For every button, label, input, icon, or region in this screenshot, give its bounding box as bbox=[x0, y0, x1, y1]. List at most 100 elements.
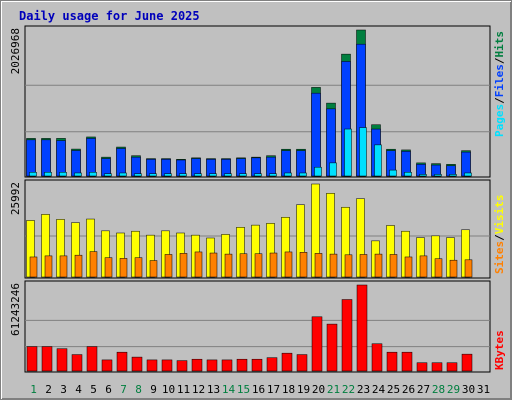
sites-bar bbox=[89, 251, 98, 278]
kbytes-bar bbox=[251, 358, 263, 372]
sites-bar bbox=[404, 256, 413, 278]
legend-entry: / bbox=[493, 97, 506, 104]
pages-bar bbox=[299, 172, 307, 177]
y-max-label: 61243246 bbox=[9, 283, 22, 336]
sites-bar bbox=[269, 252, 278, 278]
pages-bar bbox=[419, 174, 427, 177]
day-label: 1 bbox=[30, 383, 37, 396]
legend-entry: KBytes bbox=[493, 330, 506, 370]
kbytes-bar bbox=[56, 348, 68, 372]
kbytes-bar bbox=[371, 343, 383, 372]
day-label: 31 bbox=[477, 383, 490, 396]
pages-bar bbox=[209, 173, 217, 177]
files-bar bbox=[56, 140, 66, 177]
sites-bar bbox=[104, 257, 113, 278]
files-bar bbox=[236, 158, 246, 177]
chart-title: Daily usage for June 2025 bbox=[19, 9, 200, 23]
legend-kbytes: KBytes bbox=[493, 330, 506, 370]
day-label: 19 bbox=[297, 383, 310, 396]
kbytes-bar bbox=[221, 359, 233, 372]
kbytes-bar bbox=[71, 354, 83, 372]
day-label: 17 bbox=[267, 383, 280, 396]
pages-bar bbox=[149, 173, 157, 177]
kbytes-bar bbox=[401, 351, 413, 372]
day-label: 5 bbox=[90, 383, 97, 396]
files-bar bbox=[71, 150, 81, 177]
sites-bar bbox=[284, 251, 293, 278]
day-label: 12 bbox=[192, 383, 205, 396]
pages-bar bbox=[89, 172, 97, 177]
kbytes-bar bbox=[146, 359, 158, 372]
sites-bar bbox=[299, 252, 308, 278]
sites-bar bbox=[419, 255, 428, 278]
sites-bar bbox=[344, 254, 353, 278]
sites-bar bbox=[434, 258, 443, 278]
pages-bar bbox=[314, 166, 322, 177]
kbytes-bar bbox=[101, 359, 113, 372]
kbytes-bar bbox=[416, 362, 428, 372]
sites-bar bbox=[164, 254, 173, 278]
day-label: 20 bbox=[312, 383, 325, 396]
pages-bar bbox=[464, 172, 472, 177]
y-max-label: 25992 bbox=[9, 182, 22, 215]
day-label: 13 bbox=[207, 383, 220, 396]
day-label: 28 bbox=[432, 383, 445, 396]
kbytes-bar bbox=[131, 356, 143, 372]
day-label: 8 bbox=[135, 383, 142, 396]
sites-bar bbox=[224, 253, 233, 278]
kbytes-bar bbox=[296, 354, 308, 372]
sites-bar bbox=[464, 259, 473, 278]
day-label: 11 bbox=[177, 383, 190, 396]
sites-bar bbox=[134, 257, 143, 278]
kbytes-bar bbox=[236, 358, 248, 372]
sites-bar bbox=[59, 255, 68, 278]
sites-bar bbox=[389, 254, 398, 278]
sites-bar bbox=[329, 253, 338, 278]
pages-bar bbox=[104, 173, 112, 177]
sites-bar bbox=[149, 260, 158, 278]
kbytes-bar bbox=[281, 352, 293, 372]
files-bar bbox=[296, 150, 306, 177]
day-label: 18 bbox=[282, 383, 295, 396]
files-bar bbox=[461, 151, 471, 177]
files-bar bbox=[266, 156, 276, 177]
kbytes-bar bbox=[386, 351, 398, 372]
day-label: 23 bbox=[357, 383, 370, 396]
sites-bar bbox=[194, 251, 203, 278]
kbytes-bar bbox=[356, 284, 368, 372]
kbytes-bar bbox=[326, 323, 338, 372]
kbytes-bar bbox=[446, 362, 458, 372]
day-label: 7 bbox=[120, 383, 127, 396]
day-label: 21 bbox=[327, 383, 340, 396]
sites-bar bbox=[254, 253, 263, 278]
sites-bar bbox=[209, 252, 218, 278]
files-bar bbox=[41, 139, 51, 177]
day-label: 15 bbox=[237, 383, 250, 396]
pages-bar bbox=[44, 172, 52, 177]
pages-bar bbox=[389, 169, 397, 177]
kbytes-bar bbox=[266, 357, 278, 372]
day-label: 9 bbox=[150, 383, 157, 396]
pages-bar bbox=[269, 173, 277, 177]
day-label: 25 bbox=[387, 383, 400, 396]
pages-bar bbox=[359, 127, 367, 177]
day-label: 14 bbox=[222, 383, 236, 396]
pages-bar bbox=[119, 172, 127, 177]
day-label: 22 bbox=[342, 383, 355, 396]
files-bar bbox=[251, 157, 261, 177]
files-bar bbox=[86, 138, 96, 177]
pages-bar bbox=[329, 162, 337, 177]
legend-entry: Sites bbox=[493, 241, 506, 274]
pages-bar bbox=[434, 174, 442, 177]
day-label: 10 bbox=[162, 383, 175, 396]
pages-bar bbox=[344, 128, 352, 177]
day-axis-labels: 1 2 3 4 5 6 7 8 9 10 11 12 13 14 15 16 17 18 19 20 21 22 23 24 2… bbox=[30, 383, 490, 396]
legend-entry: Hits bbox=[493, 31, 506, 58]
legend-entry: Pages bbox=[493, 104, 506, 137]
day-label: 27 bbox=[417, 383, 430, 396]
kbytes-bar bbox=[206, 359, 218, 372]
sites-bar bbox=[374, 253, 383, 278]
kbytes-bar bbox=[86, 346, 98, 372]
